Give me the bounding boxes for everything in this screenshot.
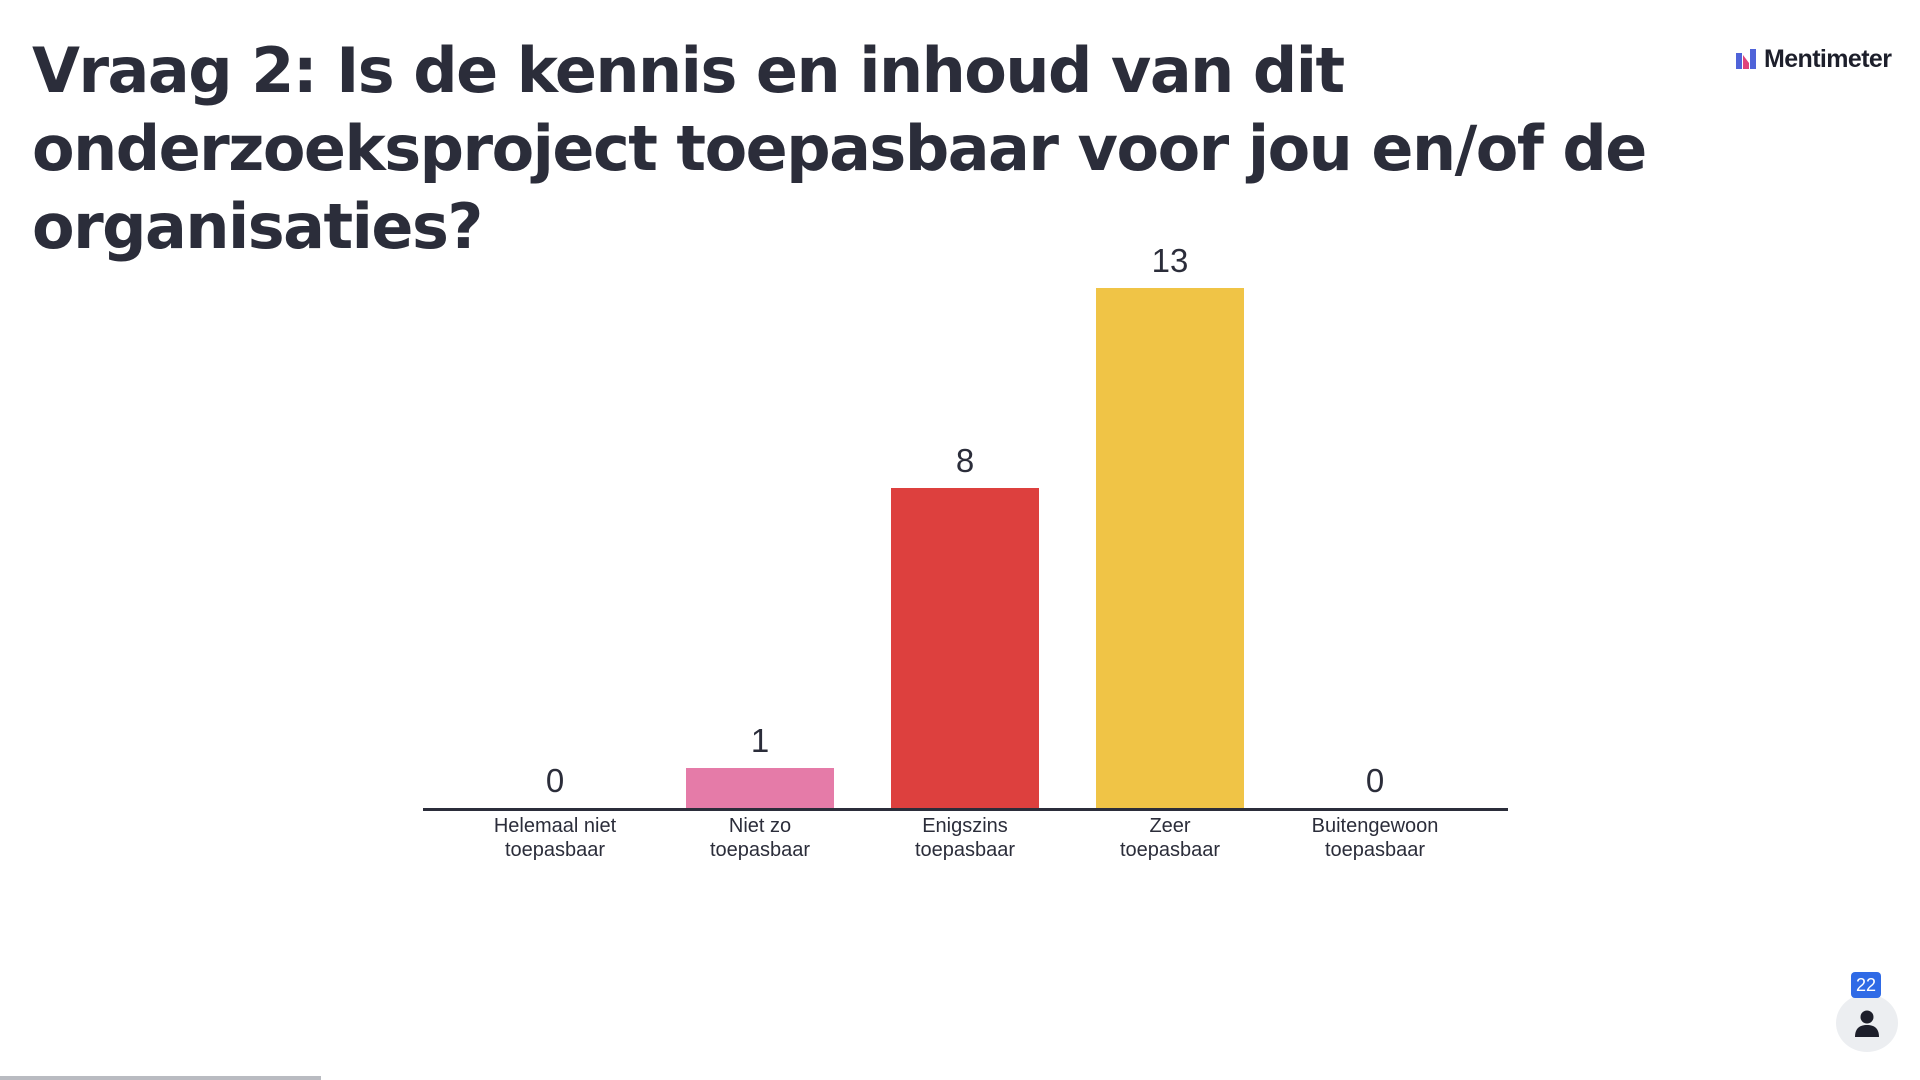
bar-value-label-1: 1	[751, 722, 769, 759]
category-label-3-line-0: Zeer	[1149, 815, 1190, 837]
participant-count-badge: 22	[1851, 972, 1881, 998]
category-label-4-line-0: Buitengewoon	[1312, 815, 1439, 837]
mentimeter-brand: Mentimeter	[1736, 44, 1892, 74]
bar-value-label-0: 0	[546, 762, 564, 799]
mentimeter-logo-icon	[1736, 49, 1756, 69]
category-label-1-line-0: Niet zo	[729, 815, 791, 837]
slide-progress-fill	[0, 1076, 321, 1080]
bar-3	[1096, 288, 1244, 808]
category-label-2-line-0: Enigszins	[922, 815, 1008, 837]
bar-chart: 0 Helemaal niet toepasbaar 1 Niet zo toepasba…	[423, 242, 1508, 861]
bar-2	[891, 488, 1039, 808]
bar-value-label-2: 8	[956, 442, 974, 479]
participant-counter[interactable]: 22	[1836, 972, 1898, 1052]
person-icon	[1855, 1010, 1879, 1037]
slide-progress-bar	[0, 1076, 1920, 1080]
brand-name: Mentimeter	[1764, 44, 1892, 73]
category-label-1-line-1: toepasbaar	[710, 839, 810, 861]
bar-1	[686, 768, 834, 808]
question-title: Vraag 2: Is de kennis en inhoud van dit …	[32, 34, 1647, 263]
bar-value-label-3: 13	[1152, 242, 1189, 279]
participants-button[interactable]	[1836, 994, 1898, 1052]
category-label-0-line-0: Helemaal niet	[494, 815, 617, 837]
category-label-4-line-1: toepasbaar	[1325, 839, 1425, 861]
category-label-3-line-1: toepasbaar	[1120, 839, 1220, 861]
category-label-0-line-1: toepasbaar	[505, 839, 605, 861]
bar-value-label-4: 0	[1366, 762, 1384, 799]
category-label-2-line-1: toepasbaar	[915, 839, 1015, 861]
